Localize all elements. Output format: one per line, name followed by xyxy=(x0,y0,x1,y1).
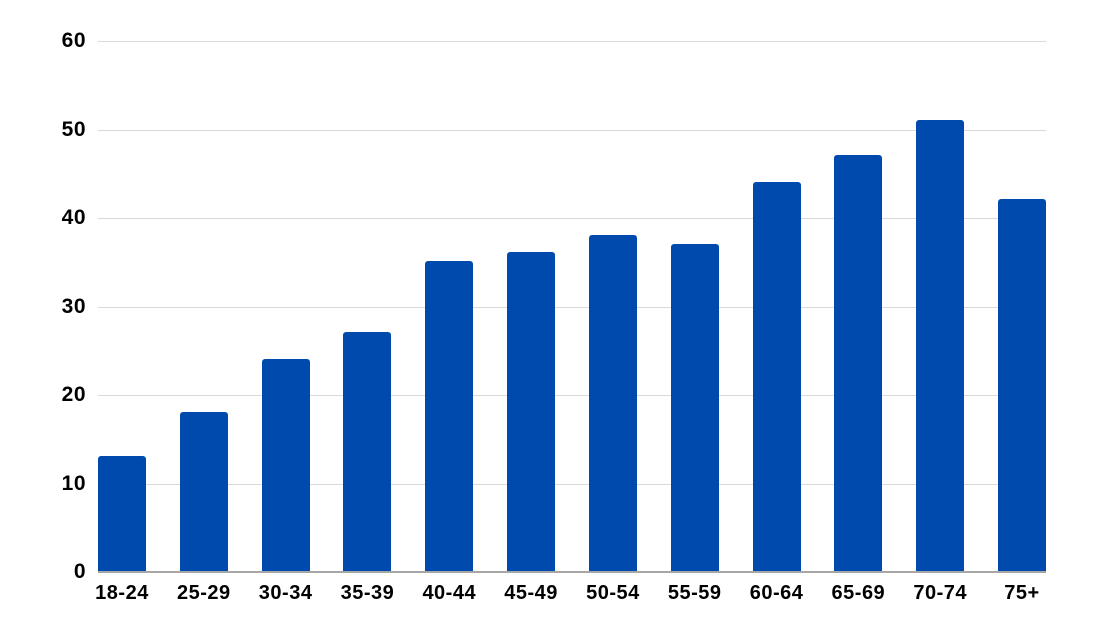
gridline xyxy=(98,218,1046,219)
bar-75+ xyxy=(998,199,1046,571)
bar-35-39 xyxy=(343,332,392,571)
y-tick-label: 50 xyxy=(61,117,86,141)
gridline xyxy=(98,395,1046,396)
bar-45-49 xyxy=(507,252,556,571)
y-tick-label: 20 xyxy=(61,383,86,406)
x-tick-label: 40-44 xyxy=(422,582,477,604)
plot-area xyxy=(98,41,1046,573)
x-tick-label: 55-59 xyxy=(667,582,722,604)
bar-40-44 xyxy=(425,261,474,571)
y-tick-label: 30 xyxy=(61,294,86,318)
bar-60-64 xyxy=(752,181,801,571)
y-tick-label: 60 xyxy=(61,29,86,52)
bar-55-59 xyxy=(670,243,719,571)
x-tick-label: 25-29 xyxy=(176,582,231,604)
gridline xyxy=(98,129,1046,131)
y-tick-label: 10 xyxy=(61,471,86,495)
y-tick-label: 40 xyxy=(61,206,86,229)
bar-50-54 xyxy=(588,234,637,571)
x-axis-line xyxy=(98,571,1046,573)
bar-70-74 xyxy=(916,119,965,571)
x-tick-label: 50-54 xyxy=(586,582,640,604)
x-tick-label: 65-69 xyxy=(831,582,886,604)
gridline xyxy=(98,306,1046,308)
bar-30-34 xyxy=(261,358,310,571)
bar-25-29 xyxy=(179,411,228,571)
x-tick-label: 35-39 xyxy=(340,582,395,604)
x-tick-label: 45-49 xyxy=(504,582,558,604)
bar-65-69 xyxy=(834,155,883,571)
x-tick-label: 75+ xyxy=(1004,582,1040,604)
x-tick-label: 30-34 xyxy=(258,582,313,604)
y-tick-label: 0 xyxy=(73,560,86,583)
bar-18-24 xyxy=(98,455,146,571)
x-tick-label: 70-74 xyxy=(913,582,967,604)
gridline xyxy=(98,41,1046,42)
x-tick-label: 60-64 xyxy=(749,582,804,604)
gridline xyxy=(98,483,1046,485)
x-tick-label: 18-24 xyxy=(95,582,149,604)
